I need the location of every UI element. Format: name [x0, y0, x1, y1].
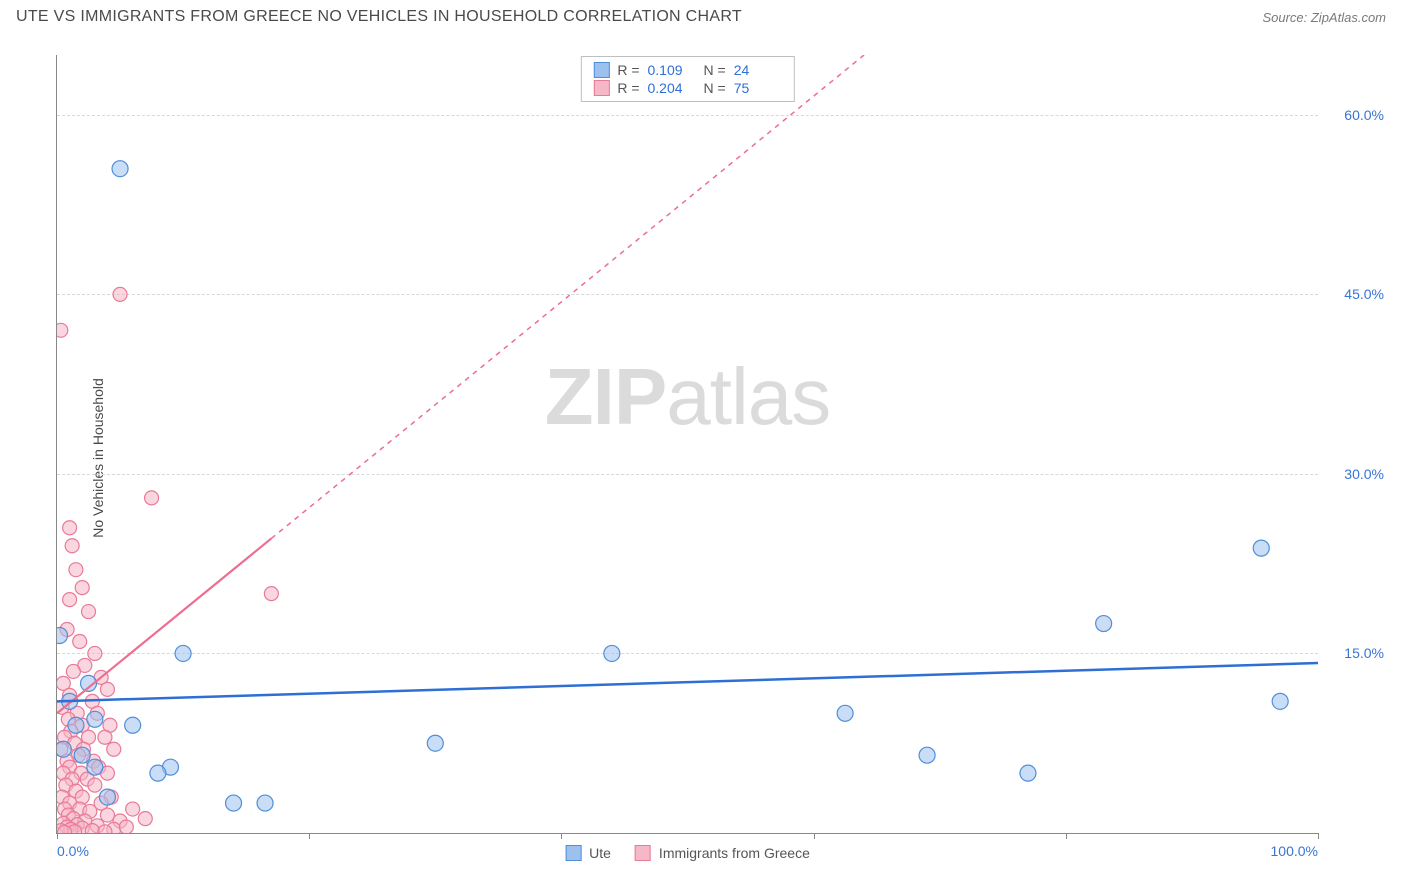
data-point-pink: [264, 587, 278, 601]
legend-item-blue: Ute: [565, 845, 611, 861]
data-point-blue: [74, 747, 90, 763]
data-point-pink: [145, 491, 159, 505]
x-tick: [561, 833, 562, 839]
data-point-pink: [100, 808, 114, 822]
source-label: Source: ZipAtlas.com: [1262, 10, 1386, 25]
data-point-blue: [68, 717, 84, 733]
data-point-pink: [66, 664, 80, 678]
legend-swatch-blue: [565, 845, 581, 861]
plot-area: ZIPatlas R = 0.109 N = 24 R = 0.204 N = …: [56, 55, 1318, 834]
data-point-blue: [1272, 693, 1288, 709]
data-point-blue: [257, 795, 273, 811]
data-point-blue: [99, 789, 115, 805]
series-legend: Ute Immigrants from Greece: [565, 845, 810, 861]
data-point-blue: [604, 645, 620, 661]
data-point-blue: [427, 735, 443, 751]
y-tick-label: 15.0%: [1344, 645, 1384, 661]
data-point-blue: [150, 765, 166, 781]
x-tick-label: 0.0%: [57, 843, 89, 859]
data-point-pink: [63, 593, 77, 607]
data-point-pink: [119, 820, 133, 833]
data-point-blue: [125, 717, 141, 733]
legend-swatch-blue: [593, 62, 609, 78]
data-point-pink: [82, 605, 96, 619]
data-point-pink: [113, 287, 127, 301]
data-point-blue: [837, 705, 853, 721]
y-tick-label: 45.0%: [1344, 286, 1384, 302]
data-point-blue: [57, 628, 68, 644]
data-point-blue: [57, 741, 71, 757]
data-point-blue: [1020, 765, 1036, 781]
data-point-blue: [175, 645, 191, 661]
scatter-svg: [57, 55, 1318, 833]
r-label: R =: [617, 80, 639, 96]
legend-label-blue: Ute: [589, 845, 611, 861]
data-point-blue: [919, 747, 935, 763]
x-tick: [1318, 833, 1319, 839]
n-label: N =: [704, 62, 726, 78]
data-point-pink: [75, 581, 89, 595]
x-tick: [1066, 833, 1067, 839]
correlation-legend: R = 0.109 N = 24 R = 0.204 N = 75: [580, 56, 794, 102]
data-point-pink: [65, 539, 79, 553]
data-point-pink: [57, 323, 68, 337]
data-point-pink: [126, 802, 140, 816]
data-point-pink: [98, 825, 112, 833]
trend-line-pink-dashed: [271, 55, 864, 538]
data-point-pink: [85, 824, 99, 833]
legend-row-blue: R = 0.109 N = 24: [593, 61, 781, 79]
data-point-blue: [1253, 540, 1269, 556]
data-point-blue: [112, 161, 128, 177]
y-tick-label: 60.0%: [1344, 107, 1384, 123]
trend-line-pink-solid: [57, 538, 271, 713]
x-tick: [309, 833, 310, 839]
data-point-pink: [107, 742, 121, 756]
data-point-pink: [88, 646, 102, 660]
x-tick-label: 100.0%: [1271, 843, 1318, 859]
data-point-blue: [87, 759, 103, 775]
trend-line-blue: [57, 663, 1318, 701]
data-point-blue: [87, 711, 103, 727]
legend-row-pink: R = 0.204 N = 75: [593, 79, 781, 97]
y-tick-label: 30.0%: [1344, 466, 1384, 482]
chart-title: UTE VS IMMIGRANTS FROM GREECE NO VEHICLE…: [16, 8, 742, 26]
x-tick: [814, 833, 815, 839]
data-point-pink: [138, 812, 152, 826]
legend-label-pink: Immigrants from Greece: [659, 845, 810, 861]
data-point-pink: [98, 730, 112, 744]
legend-item-pink: Immigrants from Greece: [635, 845, 810, 861]
data-point-pink: [73, 634, 87, 648]
r-value-pink: 0.204: [648, 80, 696, 96]
n-label: N =: [704, 80, 726, 96]
n-value-pink: 75: [734, 80, 782, 96]
legend-swatch-pink: [635, 845, 651, 861]
data-point-blue: [1096, 616, 1112, 632]
data-point-pink: [100, 682, 114, 696]
x-tick: [57, 833, 58, 839]
data-point-blue: [226, 795, 242, 811]
data-point-pink: [69, 563, 83, 577]
data-point-pink: [63, 521, 77, 535]
r-label: R =: [617, 62, 639, 78]
n-value-blue: 24: [734, 62, 782, 78]
chart-container: No Vehicles in Household ZIPatlas R = 0.…: [16, 40, 1390, 876]
legend-swatch-pink: [593, 80, 609, 96]
r-value-blue: 0.109: [648, 62, 696, 78]
data-point-pink: [88, 778, 102, 792]
